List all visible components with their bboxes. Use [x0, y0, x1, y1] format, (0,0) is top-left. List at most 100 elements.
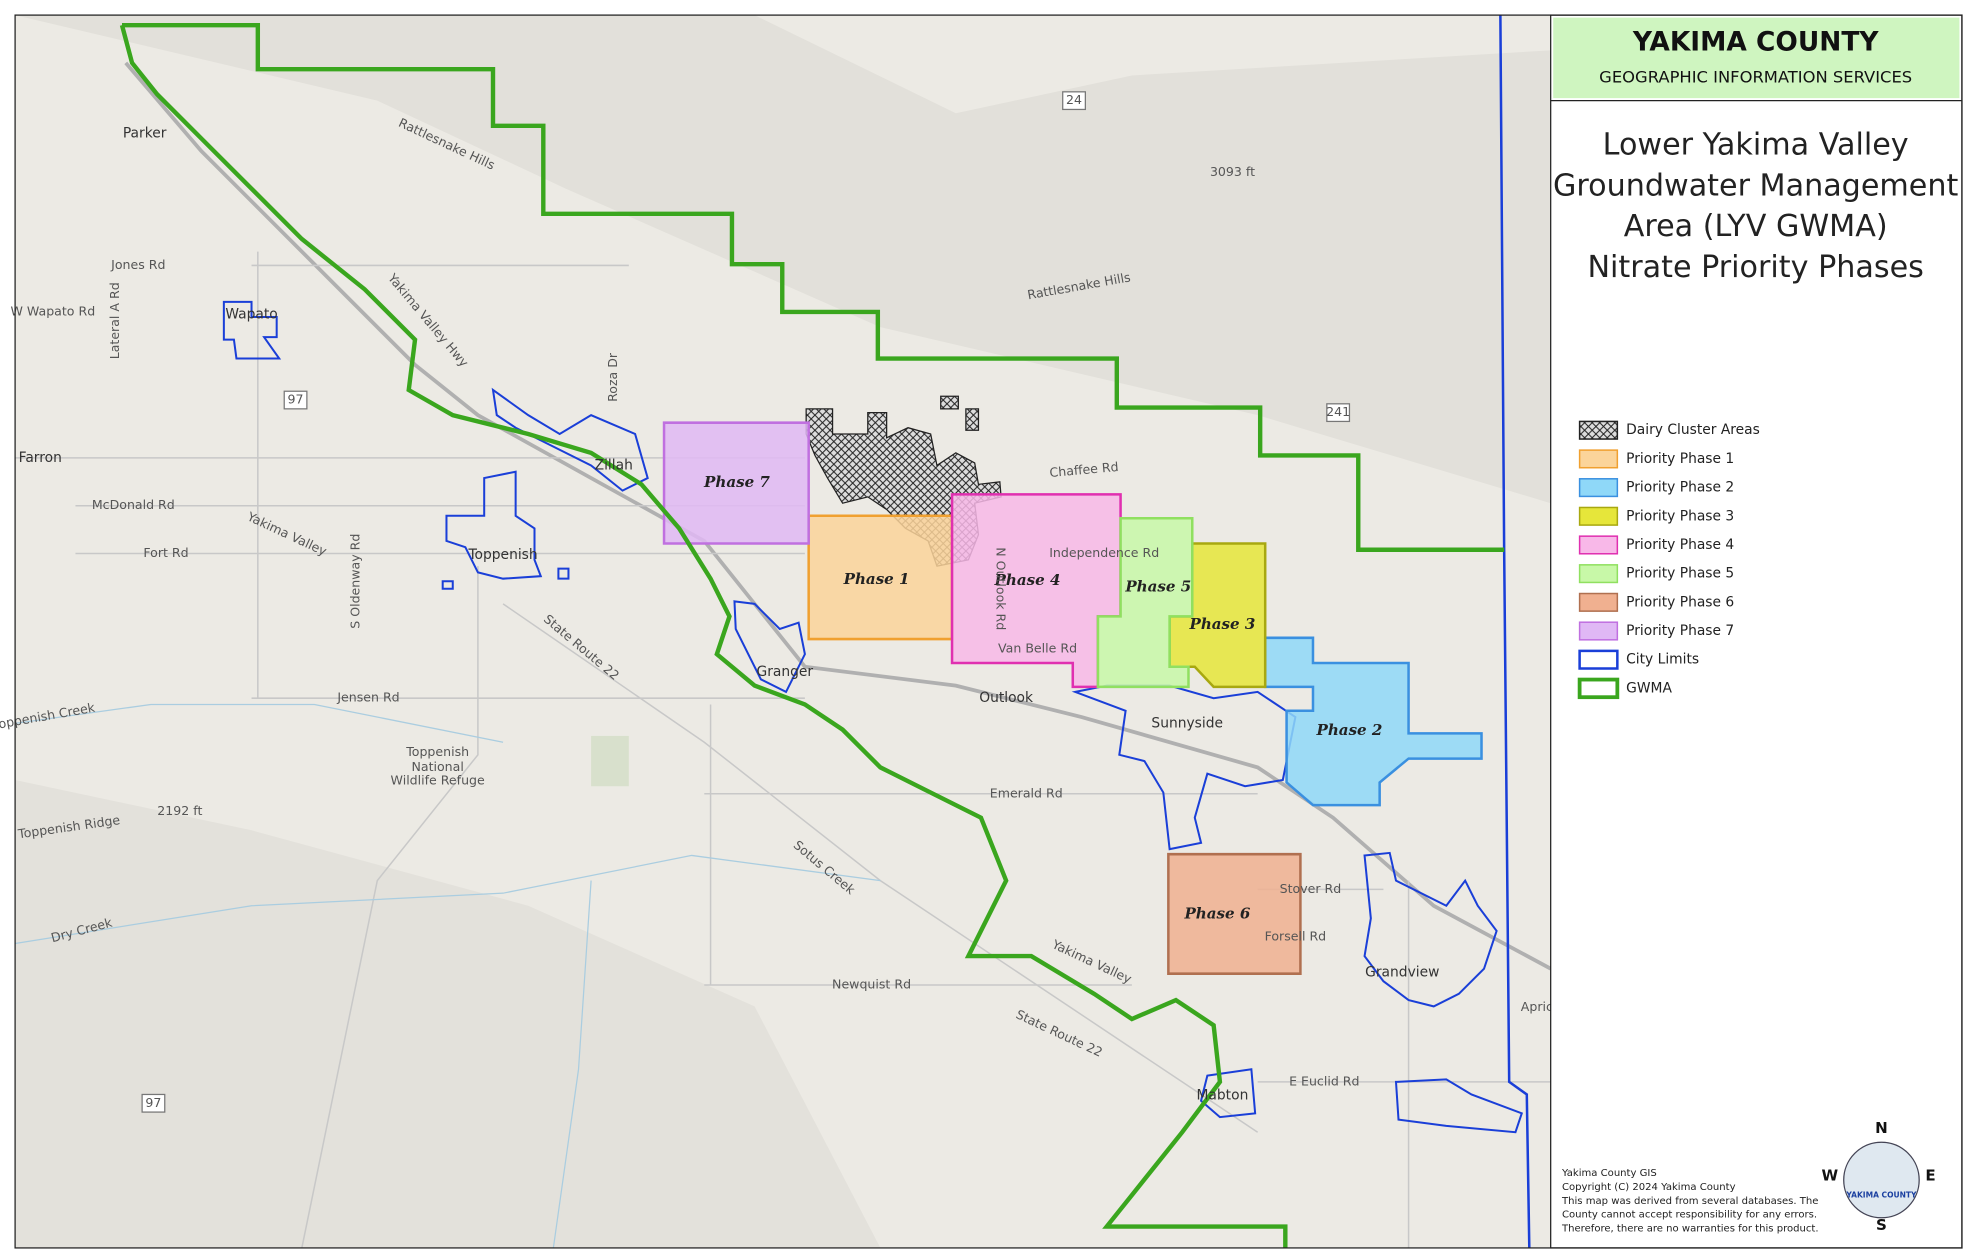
logo-text: YAKIMA COUNTY: [1845, 1191, 1917, 1200]
phase-label: Phase 6: [1183, 905, 1250, 923]
phase-label: Phase 1: [843, 570, 910, 588]
phase-area: [662, 421, 810, 545]
road: [257, 251, 1410, 1249]
shield-label: 97: [145, 1095, 161, 1110]
footer-line: Copyright (C) 2024 Yakima County: [1562, 1182, 1736, 1193]
legend-swatch: [1578, 621, 1619, 641]
place-label: S Oldenway Rd: [347, 534, 362, 629]
footer-line: Therefore, there are no warranties for t…: [1561, 1224, 1819, 1235]
phase-area: [950, 493, 1122, 689]
highway-shield: [283, 390, 308, 410]
legend-label: GWMA: [1626, 680, 1672, 696]
legend-label: Dairy Cluster Areas: [1626, 422, 1760, 438]
phase-label: Phase 3: [1188, 615, 1255, 633]
shield-label: 97: [288, 392, 304, 407]
place-label: W Wapato Rd: [10, 303, 95, 318]
place-label: Grandview: [1365, 964, 1439, 980]
place-label: Independence Rd: [1049, 545, 1159, 560]
legend-swatch: [1578, 506, 1619, 526]
refuge-area: [591, 735, 629, 787]
shield-label: 241: [1326, 404, 1350, 419]
place-label: Fort Rd: [143, 545, 188, 560]
legend-label: Priority Phase 4: [1626, 537, 1734, 553]
footer-line: This map was derived from several databa…: [1561, 1196, 1818, 1207]
highway-shield: [1326, 403, 1351, 423]
legend-swatch: [1578, 592, 1619, 612]
phase-label: Phase 5: [1124, 577, 1191, 595]
city-limit: [1199, 1068, 1257, 1119]
place-label: McDonald Rd: [92, 497, 175, 512]
place-label: National: [411, 759, 463, 774]
legend-swatch: [1578, 535, 1619, 555]
footer-line: Yakima County GIS: [1561, 1168, 1657, 1179]
legend-label: Priority Phase 3: [1626, 508, 1734, 524]
place-label: Lateral A Rd: [107, 282, 122, 359]
side-panel: [1550, 14, 1963, 1249]
place-label: Apric: [1521, 999, 1553, 1014]
place-label: Stover Rd: [1280, 881, 1342, 896]
place-label: Parker: [123, 125, 167, 141]
place-label: Roza Dr: [605, 352, 620, 402]
legend-label: Priority Phase 5: [1626, 566, 1734, 582]
place-label: Jones Rd: [110, 257, 165, 272]
legend-swatch: [1578, 420, 1619, 440]
city-limit: [1394, 1078, 1524, 1134]
compass-letter: S: [1876, 1216, 1887, 1234]
place-label: Wildlife Refuge: [391, 773, 485, 788]
header-band: [1553, 17, 1960, 99]
header-subtitle: GEOGRAPHIC INFORMATION SERVICES: [1599, 67, 1912, 86]
outer-border: [14, 14, 1963, 1249]
footer-line: County cannot accept responsibility for …: [1562, 1210, 1817, 1221]
place-label: Van Belle Rd: [998, 641, 1077, 656]
compass-letter: W: [1822, 1167, 1839, 1185]
legend-swatch: [1577, 677, 1620, 700]
place-label: Emerald Rd: [990, 785, 1063, 800]
legend-label: City Limits: [1626, 652, 1699, 668]
legend-label: Priority Phase 2: [1626, 480, 1734, 496]
rivers: [14, 703, 881, 1249]
place-label: Chaffee Rd: [1049, 459, 1119, 480]
legend-swatch: [1578, 649, 1619, 670]
place-label: Newquist Rd: [832, 977, 911, 992]
city-limit: [441, 470, 570, 590]
legend-swatch: [1578, 478, 1619, 498]
legend-swatch: [1578, 564, 1619, 584]
compass-logo: [1843, 1141, 1920, 1219]
phase-label: Phase 4: [994, 571, 1061, 589]
gwma-boundary: [119, 22, 1505, 1248]
place-label: Sunnyside: [1151, 715, 1223, 731]
city-limit: [1071, 684, 1297, 851]
map-title-line: Lower Yakima Valley: [1603, 127, 1909, 162]
highway-shield: [1062, 91, 1086, 111]
stream: [14, 703, 881, 1249]
map-title-line: Area (LYV GWMA): [1624, 209, 1888, 244]
legend-label: Priority Phase 6: [1626, 594, 1734, 610]
shield-label: 24: [1066, 92, 1082, 107]
place-label: Farron: [19, 450, 62, 466]
place-label: Zillah: [595, 457, 633, 473]
city-limit: [1363, 851, 1498, 1008]
place-label: Outlook: [979, 690, 1033, 706]
place-label: Toppenish: [405, 744, 469, 759]
place-label: 2192 ft: [157, 803, 202, 818]
place-label: Forsell Rd: [1265, 929, 1327, 944]
map-title-line: Groundwater Management: [1553, 168, 1958, 203]
place-label: E Euclid Rd: [1289, 1073, 1359, 1088]
hill-shade: [15, 15, 1551, 504]
place-label: N Outlook Rd: [993, 547, 1008, 630]
city-limit: [733, 600, 806, 694]
place-label: Granger: [756, 664, 813, 680]
legend-label: Priority Phase 1: [1626, 451, 1734, 467]
phase-label: Phase 2: [1316, 721, 1383, 739]
city-limit: [222, 300, 282, 360]
header-title: YAKIMA COUNTY: [1632, 26, 1880, 57]
place-label: Toppenish: [467, 547, 537, 563]
phase-area: [1167, 852, 1302, 975]
highway: [124, 61, 1552, 971]
place-label: Mabton: [1197, 1088, 1249, 1104]
map-title-line: Nitrate Priority Phases: [1587, 250, 1923, 285]
county-line: [1499, 15, 1531, 1248]
place-label: Jensen Rd: [336, 690, 399, 705]
legend-swatch: [1578, 449, 1619, 469]
